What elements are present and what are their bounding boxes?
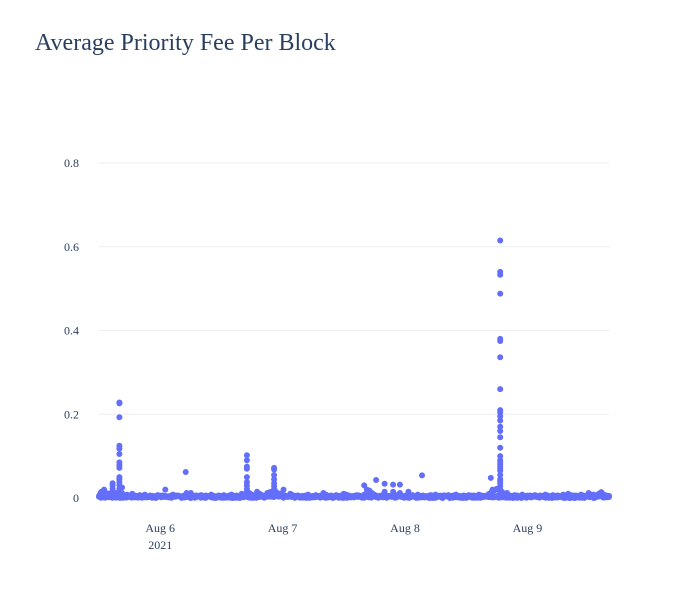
data-point[interactable] [271,490,278,496]
y-tick-label: 0.4 [64,324,79,338]
data-point[interactable] [497,434,504,441]
data-point[interactable] [497,444,504,451]
data-point[interactable] [487,474,494,481]
data-point[interactable] [116,464,123,471]
y-axis: 0 0.2 0.4 0.6 0.8 [64,156,79,505]
data-point[interactable] [243,465,250,472]
data-point[interactable] [101,486,108,493]
data-point[interactable] [271,466,278,473]
data-point[interactable] [497,290,504,297]
data-point[interactable] [280,486,287,493]
data-point[interactable] [116,445,123,452]
data-point[interactable] [497,472,504,478]
data-point[interactable] [366,487,373,494]
data-point[interactable] [598,489,605,496]
data-point[interactable] [162,486,169,493]
data-point[interactable] [373,477,380,483]
data-point[interactable] [390,481,397,488]
data-point[interactable] [497,237,504,244]
data-point[interactable] [243,474,250,481]
grid-lines [99,162,609,499]
data-points[interactable] [96,237,612,502]
data-point[interactable] [396,481,403,488]
data-point[interactable] [497,271,504,278]
data-point[interactable] [497,428,504,434]
y-tick-label: 0 [73,491,79,505]
data-point[interactable] [116,414,123,421]
data-point[interactable] [116,400,123,407]
x-tick-label: Aug 6 [145,521,175,535]
data-point[interactable] [381,480,388,487]
x-tick-label: Aug 8 [390,521,420,535]
data-point[interactable] [396,490,403,496]
data-point[interactable] [497,467,504,474]
data-point[interactable] [243,452,250,459]
data-point[interactable] [390,488,397,495]
data-point[interactable] [497,413,504,420]
data-point[interactable] [116,451,123,457]
data-point[interactable] [504,490,510,496]
x-tick-sublabel: 2021 [148,538,172,552]
data-point[interactable] [497,386,504,393]
y-tick-label: 0.6 [64,240,79,254]
data-point[interactable] [183,490,190,496]
data-point[interactable] [606,492,612,499]
data-point[interactable] [497,417,504,424]
x-tick-label: Aug 7 [268,521,298,535]
y-tick-label: 0.8 [64,156,79,170]
data-point[interactable] [497,338,504,344]
data-point[interactable] [419,472,425,479]
data-point[interactable] [381,488,388,495]
data-point[interactable] [497,453,504,460]
x-tick-label: Aug 9 [513,521,543,535]
y-tick-label: 0.2 [64,407,79,421]
data-point[interactable] [271,472,278,478]
data-point[interactable] [590,491,597,498]
data-point[interactable] [243,457,250,464]
data-point[interactable] [271,476,278,483]
data-point[interactable] [565,490,572,497]
data-point[interactable] [497,409,504,416]
chart-title: Average Priority Fee Per Block [35,30,336,56]
data-point[interactable] [497,354,504,361]
data-point[interactable] [182,469,189,475]
data-point[interactable] [159,492,166,499]
data-point[interactable] [497,423,504,430]
x-axis: Aug 6 2021 Aug 7 Aug 8 Aug 9 [145,521,542,552]
data-point[interactable] [119,484,125,491]
